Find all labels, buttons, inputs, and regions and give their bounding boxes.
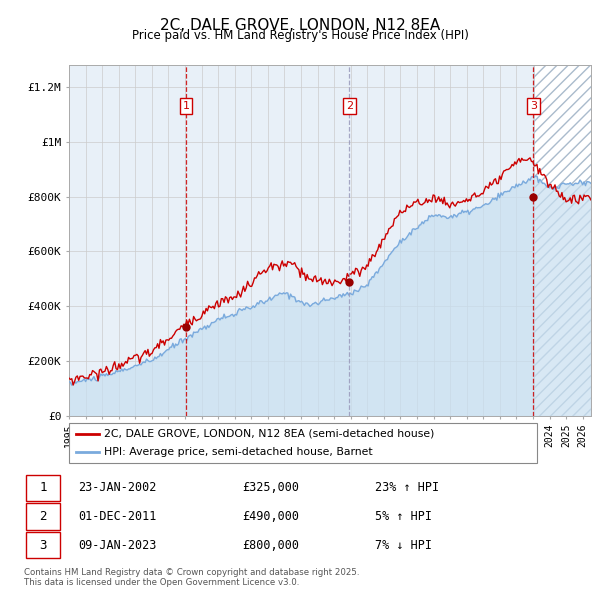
Text: 1: 1 — [40, 481, 47, 494]
Text: 7% ↓ HPI: 7% ↓ HPI — [375, 539, 432, 552]
FancyBboxPatch shape — [26, 474, 60, 501]
Text: 2: 2 — [40, 510, 47, 523]
FancyBboxPatch shape — [69, 423, 537, 463]
Text: £325,000: £325,000 — [242, 481, 299, 494]
Text: 5% ↑ HPI: 5% ↑ HPI — [375, 510, 432, 523]
Text: 09-JAN-2023: 09-JAN-2023 — [78, 539, 157, 552]
Text: 2C, DALE GROVE, LONDON, N12 8EA: 2C, DALE GROVE, LONDON, N12 8EA — [160, 18, 440, 32]
Text: 2C, DALE GROVE, LONDON, N12 8EA (semi-detached house): 2C, DALE GROVE, LONDON, N12 8EA (semi-de… — [104, 429, 434, 439]
Text: Price paid vs. HM Land Registry's House Price Index (HPI): Price paid vs. HM Land Registry's House … — [131, 30, 469, 42]
Text: 01-DEC-2011: 01-DEC-2011 — [78, 510, 157, 523]
FancyBboxPatch shape — [26, 503, 60, 530]
Text: Contains HM Land Registry data © Crown copyright and database right 2025.
This d: Contains HM Land Registry data © Crown c… — [24, 568, 359, 587]
Text: 23-JAN-2002: 23-JAN-2002 — [78, 481, 157, 494]
FancyBboxPatch shape — [26, 532, 60, 558]
Text: 23% ↑ HPI: 23% ↑ HPI — [375, 481, 439, 494]
Text: HPI: Average price, semi-detached house, Barnet: HPI: Average price, semi-detached house,… — [104, 447, 373, 457]
Text: £800,000: £800,000 — [242, 539, 299, 552]
Text: 3: 3 — [530, 101, 537, 111]
Text: 3: 3 — [40, 539, 47, 552]
Text: 1: 1 — [182, 101, 190, 111]
Text: 2: 2 — [346, 101, 353, 111]
Text: £490,000: £490,000 — [242, 510, 299, 523]
Bar — [535, 65, 591, 416]
